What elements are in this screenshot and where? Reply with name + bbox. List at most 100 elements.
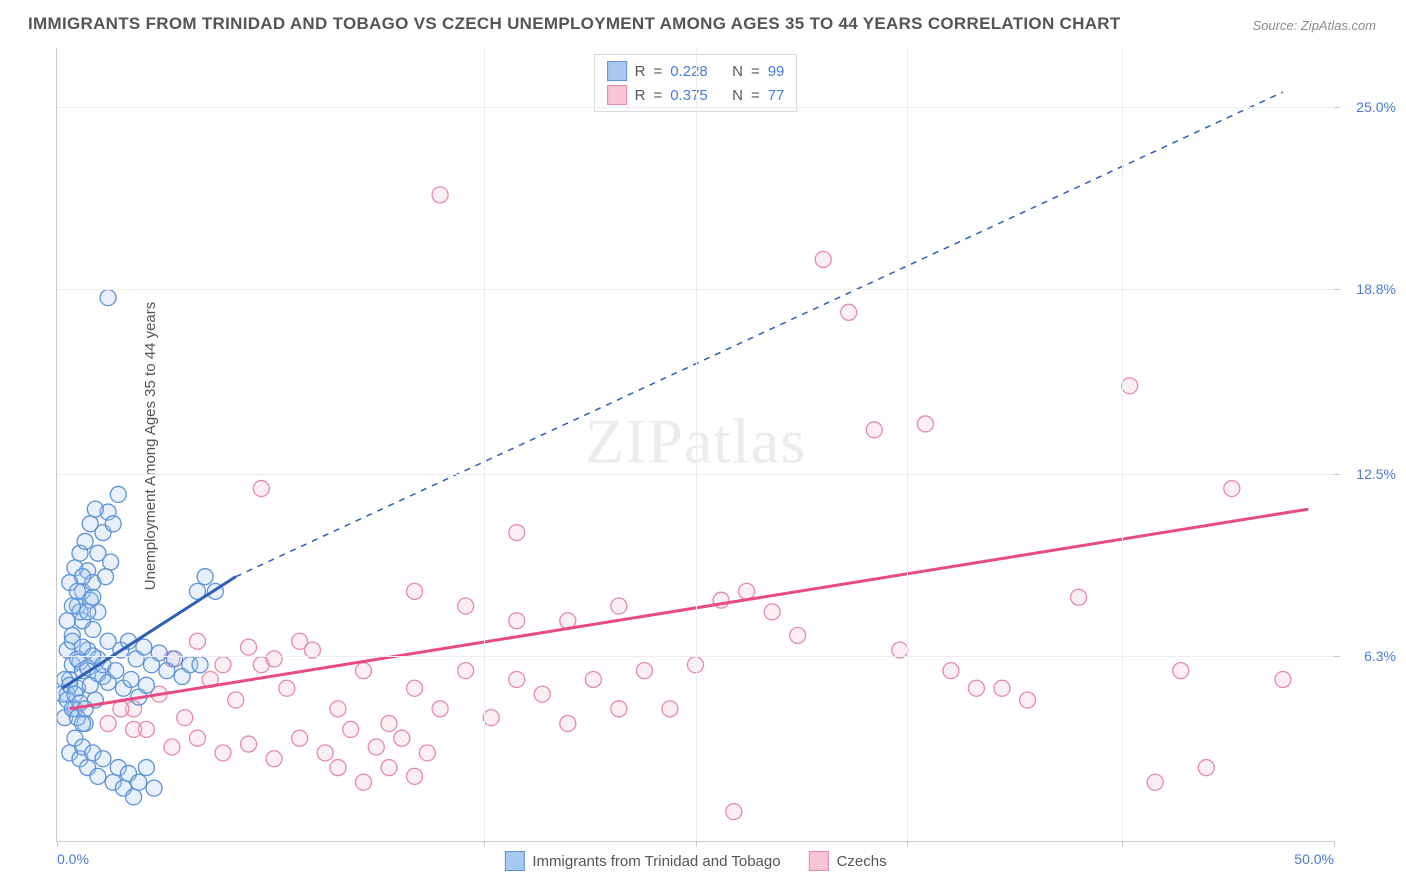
scatter-point-czechs: [126, 721, 142, 737]
scatter-point-trinidad: [77, 701, 93, 717]
scatter-point-czechs: [790, 627, 806, 643]
legend-series: Immigrants from Trinidad and Tobago Czec…: [504, 851, 886, 871]
scatter-point-trinidad: [105, 516, 121, 532]
scatter-point-trinidad: [138, 677, 154, 693]
legend-r-value-czechs: 0.375: [670, 87, 708, 104]
scatter-point-trinidad: [85, 589, 101, 605]
scatter-point-czechs: [113, 701, 129, 717]
legend-r-prefix: R: [635, 87, 646, 104]
scatter-point-czechs: [585, 671, 601, 687]
scatter-point-czechs: [560, 716, 576, 732]
scatter-point-czechs: [1198, 760, 1214, 776]
legend-r-prefix: R: [635, 63, 646, 80]
scatter-point-czechs: [266, 651, 282, 667]
scatter-point-czechs: [1071, 589, 1087, 605]
legend-eq: =: [751, 63, 760, 80]
swatch-trinidad: [607, 61, 627, 81]
scatter-point-czechs: [866, 422, 882, 438]
scatter-point-czechs: [189, 730, 205, 746]
scatter-point-czechs: [177, 710, 193, 726]
scatter-point-czechs: [330, 701, 346, 717]
scatter-point-trinidad: [75, 716, 91, 732]
scatter-point-trinidad: [138, 760, 154, 776]
y-tick-label: 18.8%: [1340, 281, 1396, 297]
scatter-point-czechs: [1147, 774, 1163, 790]
swatch-czechs: [809, 851, 829, 871]
scatter-point-czechs: [739, 583, 755, 599]
scatter-point-czechs: [189, 633, 205, 649]
scatter-point-trinidad: [64, 598, 80, 614]
scatter-point-trinidad: [108, 663, 124, 679]
scatter-point-czechs: [509, 525, 525, 541]
scatter-point-czechs: [292, 730, 308, 746]
scatter-point-trinidad: [166, 651, 182, 667]
scatter-point-czechs: [407, 768, 423, 784]
legend-item-czechs: Czechs: [809, 851, 887, 871]
legend-label-trinidad: Immigrants from Trinidad and Tobago: [532, 853, 780, 870]
scatter-point-czechs: [215, 657, 231, 673]
trendline-extrapolated-trinidad: [236, 92, 1283, 577]
scatter-point-czechs: [534, 686, 550, 702]
gridline-v: [484, 48, 485, 841]
scatter-point-czechs: [355, 774, 371, 790]
legend-n-value-czechs: 77: [768, 87, 785, 104]
scatter-point-trinidad: [95, 751, 111, 767]
x-tick: [57, 841, 58, 847]
scatter-point-czechs: [815, 251, 831, 267]
scatter-point-czechs: [394, 730, 410, 746]
x-tick-label: 50.0%: [1294, 851, 1334, 867]
scatter-point-czechs: [381, 760, 397, 776]
scatter-point-czechs: [164, 739, 180, 755]
scatter-point-trinidad: [69, 583, 85, 599]
scatter-point-czechs: [266, 751, 282, 767]
scatter-point-czechs: [458, 598, 474, 614]
scatter-point-czechs: [1173, 663, 1189, 679]
scatter-point-trinidad: [136, 639, 152, 655]
scatter-point-trinidad: [126, 789, 142, 805]
scatter-point-czechs: [636, 663, 652, 679]
legend-n-prefix: N: [732, 87, 743, 104]
scatter-point-czechs: [292, 633, 308, 649]
legend-eq: =: [751, 87, 760, 104]
source-attribution: Source: ZipAtlas.com: [1252, 18, 1376, 33]
scatter-point-czechs: [432, 701, 448, 717]
scatter-point-trinidad: [80, 604, 96, 620]
y-tick-label: 25.0%: [1340, 99, 1396, 115]
scatter-point-trinidad: [59, 613, 75, 629]
scatter-point-czechs: [1275, 671, 1291, 687]
scatter-point-czechs: [943, 663, 959, 679]
scatter-point-trinidad: [197, 569, 213, 585]
gridline-v: [907, 48, 908, 841]
scatter-point-czechs: [381, 716, 397, 732]
scatter-point-czechs: [1122, 378, 1138, 394]
scatter-point-trinidad: [110, 486, 126, 502]
scatter-point-czechs: [330, 760, 346, 776]
scatter-point-czechs: [726, 804, 742, 820]
legend-label-czechs: Czechs: [837, 853, 887, 870]
x-tick: [484, 841, 485, 847]
scatter-point-czechs: [100, 716, 116, 732]
scatter-point-czechs: [841, 304, 857, 320]
scatter-point-czechs: [241, 736, 257, 752]
scatter-point-czechs: [317, 745, 333, 761]
scatter-point-czechs: [764, 604, 780, 620]
scatter-point-trinidad: [131, 774, 147, 790]
x-tick: [1122, 841, 1123, 847]
scatter-point-trinidad: [123, 671, 139, 687]
plot-area: ZIPatlas R = 0.228 N = 99 R = 0.375 N = …: [56, 48, 1334, 842]
scatter-point-czechs: [407, 583, 423, 599]
swatch-czechs: [607, 85, 627, 105]
scatter-point-czechs: [228, 692, 244, 708]
scatter-point-trinidad: [90, 768, 106, 784]
legend-eq: =: [653, 87, 662, 104]
legend-r-value-trinidad: 0.228: [670, 63, 708, 80]
scatter-point-trinidad: [98, 569, 114, 585]
scatter-point-trinidad: [146, 780, 162, 796]
scatter-point-czechs: [458, 663, 474, 679]
scatter-point-trinidad: [75, 569, 91, 585]
scatter-point-czechs: [968, 680, 984, 696]
scatter-point-czechs: [215, 745, 231, 761]
scatter-point-czechs: [662, 701, 678, 717]
scatter-point-czechs: [509, 671, 525, 687]
scatter-point-czechs: [611, 598, 627, 614]
